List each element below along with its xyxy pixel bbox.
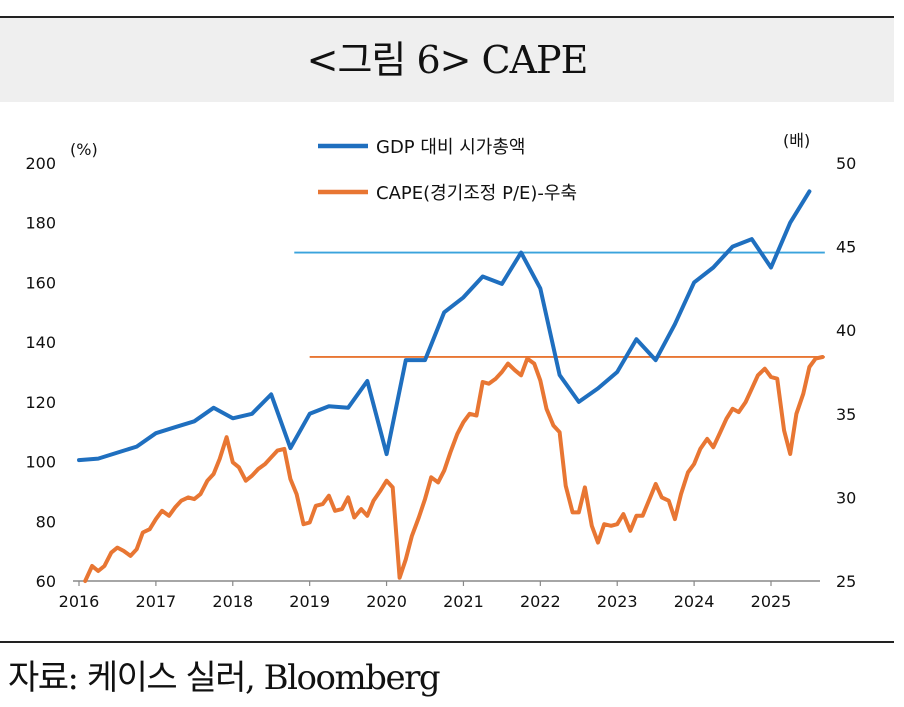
top-rule [0,16,894,18]
x-tick-label: 2023 [597,592,638,611]
right-tick-label: 45 [836,238,856,257]
x-tick-label: 2016 [59,592,100,611]
left-tick-label: 60 [36,572,56,591]
x-tick-label: 2019 [289,592,330,611]
right-tick-label: 25 [836,572,856,591]
left-tick-label: 120 [25,393,56,412]
series-line-cape [83,355,825,583]
legend: GDP 대비 시가총액 CAPE(경기조정 P/E)-우축 [318,137,577,204]
x-tick-label: 2021 [443,592,484,611]
x-axis-ticks: 2016 2017 2018 2019 2020 2021 2022 2023 2024 2025 [59,581,792,611]
bottom-rule [0,641,894,643]
x-tick-label: 2020 [366,592,407,611]
right-unit-label: (배) [783,131,810,150]
left-axis-ticks: 60 80 100 120 140 160 180 200 [25,154,56,591]
figure-title: <그림 6> CAPE [306,38,589,82]
x-tick-label: 2022 [520,592,561,611]
legend-label-gdp: GDP 대비 시가총액 [376,137,525,158]
x-tick-label: 2024 [674,592,715,611]
source-note: 자료: 케이스 실러, Bloomberg [8,658,441,698]
right-axis-ticks: 25 30 35 40 45 50 [836,154,856,591]
left-tick-label: 80 [36,512,56,531]
x-tick-label: 2025 [751,592,792,611]
title-band [0,18,894,102]
series-line-gdp-ratio [77,189,812,463]
reference-lines [294,251,825,358]
right-tick-label: 30 [836,488,856,507]
left-tick-label: 180 [25,214,56,233]
left-tick-label: 140 [25,333,56,352]
left-tick-label: 200 [25,154,56,173]
cape-chart: 60 80 100 120 140 160 180 200 25 30 35 40 45 50 2016… [25,131,856,611]
left-unit-label: (%) [70,140,98,159]
right-tick-label: 40 [836,321,856,340]
x-tick-label: 2017 [136,592,177,611]
right-tick-label: 50 [836,154,856,173]
x-tick-label: 2018 [212,592,253,611]
left-tick-label: 160 [25,273,56,292]
legend-label-cape: CAPE(경기조정 P/E)-우축 [376,183,577,204]
left-tick-label: 100 [25,453,56,472]
series-lines [77,189,825,583]
right-tick-label: 35 [836,405,856,424]
